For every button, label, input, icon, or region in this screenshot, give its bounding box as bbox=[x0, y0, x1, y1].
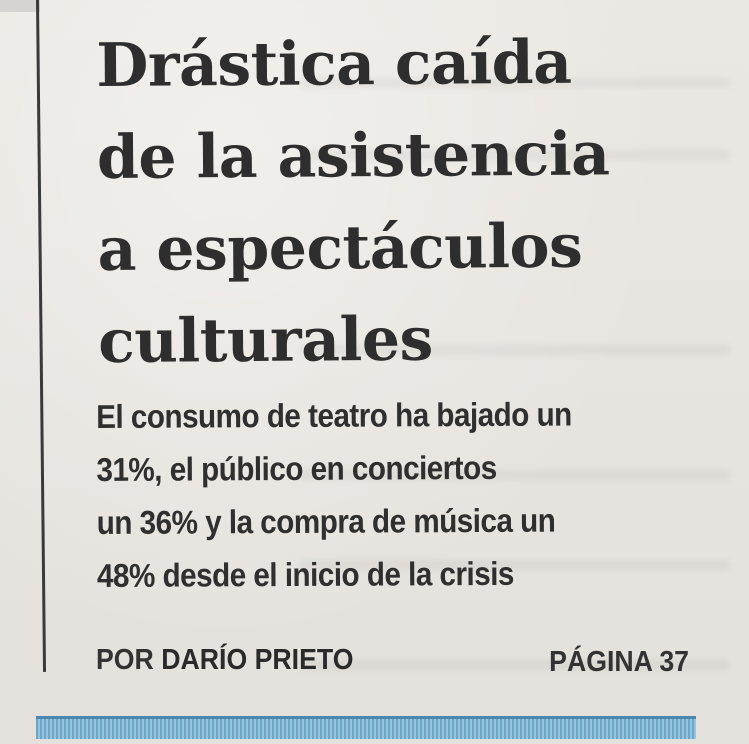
byline-prefix: POR bbox=[96, 644, 154, 676]
column-rule bbox=[36, 0, 47, 672]
headline: Drástica caída de la asistencia a espect… bbox=[96, 16, 739, 388]
subheadline-line-2: 31%, el público en conciertos bbox=[96, 448, 497, 488]
headline-line-4: culturales bbox=[98, 304, 434, 377]
headline-line-2: de la asistencia bbox=[96, 119, 610, 193]
corner-rule bbox=[0, 0, 40, 12]
page-reference: PÁGINA 37 bbox=[549, 646, 689, 678]
byline-author: DARÍO PRIETO bbox=[161, 644, 354, 676]
subheadline-line-3: un 36% y la compra de música un bbox=[96, 501, 556, 541]
color-band bbox=[36, 716, 696, 739]
headline-line-3: a espectáculos bbox=[97, 211, 583, 285]
byline: POR DARÍO PRIETO bbox=[96, 640, 353, 680]
headline-line-1: Drástica caída bbox=[96, 27, 572, 101]
subheadline: El consumo de teatro ha bajado un 31%, e… bbox=[96, 387, 655, 602]
subheadline-line-4: 48% desde el inicio de la crisis bbox=[96, 554, 514, 594]
subheadline-line-1: El consumo de teatro ha bajado un bbox=[96, 395, 572, 435]
